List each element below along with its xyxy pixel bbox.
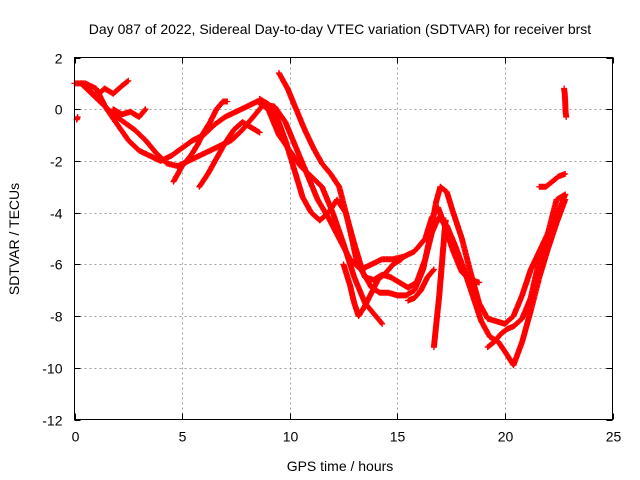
y-tick-label: 2 [55, 51, 63, 67]
marker-path [275, 70, 569, 369]
y-tick-label: -4 [50, 206, 63, 222]
y-tick-label: -2 [50, 154, 63, 170]
series-track-14 [561, 85, 570, 120]
marker-path [170, 98, 231, 185]
series-track-15 [73, 114, 81, 123]
marker-path [73, 114, 81, 123]
x-axis-label: GPS time / hours [287, 458, 394, 474]
y-tick-label: -8 [50, 309, 63, 325]
y-tick-label: -6 [50, 257, 63, 273]
series-track-6 [110, 106, 149, 120]
marker-path [536, 170, 569, 190]
x-tick-label: 15 [390, 429, 406, 445]
marker-path [340, 256, 405, 320]
axis-ticks [74, 57, 614, 421]
series-track-5 [84, 77, 132, 100]
y-tick-label: -12 [42, 413, 62, 429]
x-tick-label: 10 [283, 429, 299, 445]
marker-path [196, 119, 263, 190]
marker-path [484, 191, 569, 351]
marker-path [561, 85, 570, 120]
marker-path [405, 266, 437, 304]
x-tick-label: 5 [179, 429, 187, 445]
data-markers [71, 70, 570, 369]
plot-frame [74, 57, 613, 420]
series-track-11 [430, 217, 449, 351]
series-track-7 [170, 98, 231, 185]
series-track-4 [275, 70, 569, 369]
series-track-12 [484, 191, 569, 351]
chart-title: Day 087 of 2022, Sidereal Day-to-day VTE… [89, 21, 591, 37]
series-track-8 [196, 119, 263, 190]
x-tick-label: 25 [606, 429, 622, 445]
series-track-13 [536, 170, 569, 190]
marker-path [110, 106, 149, 120]
x-tick-label: 0 [72, 429, 80, 445]
y-tick-label: 0 [55, 102, 63, 118]
grid-lines [74, 57, 613, 420]
marker-path [78, 80, 483, 286]
axis-tick-labels: 0 5 10 15 20 25 -12 -10 -8 -6 -4 -2 0 2 [42, 51, 621, 445]
marker-path [84, 77, 132, 100]
y-tick-label: -10 [42, 361, 62, 377]
y-axis-label: SDTVAR / TECUs [6, 183, 22, 295]
x-tick-label: 20 [498, 429, 514, 445]
series-track-9 [340, 256, 405, 320]
marker-path [430, 217, 449, 351]
series-track-2 [78, 80, 483, 286]
series-track-10 [405, 266, 437, 304]
